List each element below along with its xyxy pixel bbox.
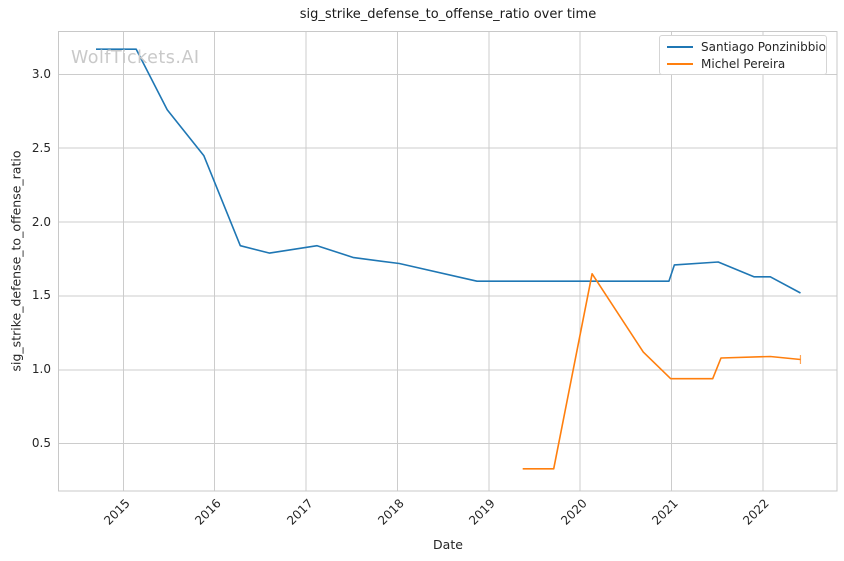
plot-border [58,31,838,492]
legend-line-swatch-blue [667,45,693,48]
y-tick-label: 2.5 [31,140,51,155]
y-tick-label: 2.0 [31,214,51,229]
watermark: WolfTickets.AI [71,48,200,68]
x-axis-label: Date [433,537,463,552]
legend-item-michel-pereira: Michel Pereira [667,55,820,72]
legend: Santiago Ponzinibbio Michel Pereira [659,35,827,75]
y-tick-label: 0.5 [31,436,51,451]
y-tick-label: 1.0 [31,362,51,377]
legend-line-swatch-orange [667,62,693,65]
legend-label: Santiago Ponzinibbio [701,39,826,54]
y-axis-label: sig_strike_defense_to_offense_ratio [8,150,24,372]
legend-label: Michel Pereira [701,56,786,71]
series-line-santiago-ponzinibbio [96,48,801,294]
legend-item-santiago-ponzinibbio: Santiago Ponzinibbio [667,38,826,55]
y-tick-label: 3.0 [31,66,51,81]
y-tick-label: 1.5 [31,288,51,303]
chart-title: sig_strike_defense_to_offense_ratio over… [299,7,597,22]
series-line-michel-pereira [522,272,801,470]
